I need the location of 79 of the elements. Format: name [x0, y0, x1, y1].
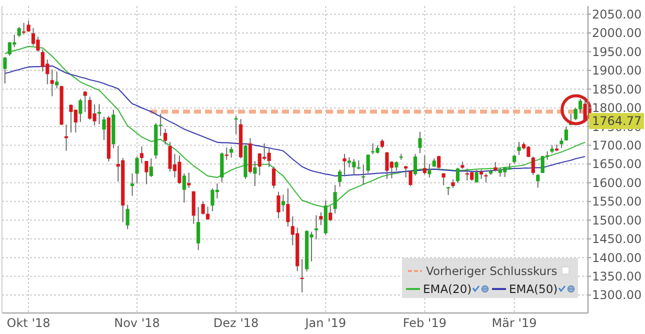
- candlestick: [319, 212, 323, 226]
- candlestick: [224, 147, 228, 160]
- candlestick: [3, 56, 7, 84]
- candlestick: [428, 163, 432, 178]
- candlestick: [26, 20, 30, 32]
- candlestick: [182, 172, 186, 204]
- candlestick: [149, 158, 153, 178]
- candlestick: [135, 156, 139, 184]
- x-tick-label: Jan '19: [304, 316, 346, 330]
- y-tick-label: 1500.00: [592, 213, 642, 228]
- candlestick: [276, 191, 280, 219]
- candlestick: [418, 131, 422, 154]
- y-tick-label: 1350.00: [592, 270, 642, 284]
- y-tick-label: 1800.00: [592, 101, 642, 116]
- candlestick: [164, 128, 168, 146]
- x-tick-label: Okt '18: [6, 316, 50, 330]
- candlestick: [234, 116, 238, 135]
- candlestick: [272, 166, 276, 189]
- x-tick-label: Feb '19: [402, 316, 447, 330]
- text: 1764.77: [592, 114, 642, 128]
- x-tick-label: Mär '19: [492, 316, 537, 330]
- candlestick: [394, 160, 398, 172]
- candlestick: [494, 162, 498, 172]
- candlestick: [130, 172, 134, 196]
- y-tick-label: 1400.00: [592, 250, 642, 265]
- candlestick: [78, 98, 82, 123]
- candlestick: [564, 126, 568, 141]
- candlestick: [366, 154, 370, 174]
- candlestick: [442, 172, 446, 186]
- candlestick: [328, 205, 332, 222]
- candlestick: [536, 174, 540, 188]
- y-tick-label: 1300.00: [592, 288, 642, 302]
- candlestick: [196, 206, 200, 251]
- candlestick: [560, 138, 564, 148]
- y-tick-label: 1550.00: [592, 194, 642, 209]
- candlestick: [286, 188, 290, 228]
- candlestick: [314, 214, 318, 240]
- legend-label: EMA(20): [423, 282, 472, 296]
- candlestick: [83, 90, 87, 112]
- candlestick: [456, 167, 460, 184]
- y-tick-label: 1600.00: [592, 176, 642, 190]
- candlestick: [55, 71, 59, 89]
- candlestick: [281, 194, 286, 212]
- y-tick-label: 1450.00: [592, 232, 642, 246]
- candlestick: [187, 172, 191, 188]
- y-tick-label: 1900.00: [592, 64, 642, 78]
- y-tick-label: 1650.00: [592, 157, 642, 172]
- x-tick-label: Dez '18: [213, 316, 259, 330]
- candlestick: [437, 155, 441, 171]
- candlestick: [253, 160, 257, 187]
- candlestick: [333, 184, 337, 214]
- y-tick-label: 1700.00: [592, 138, 642, 152]
- candlestick: [479, 169, 484, 180]
- candlestick: [230, 146, 234, 158]
- candlestick: [97, 104, 102, 125]
- candlestick: [474, 169, 478, 183]
- candlestick: [50, 69, 54, 97]
- candlestick: [338, 169, 342, 188]
- candlestick: [126, 204, 130, 230]
- legend-label: EMA(50): [509, 282, 558, 296]
- legend-label: Vorheriger Schlusskurs: [426, 264, 558, 278]
- candlestick: [422, 154, 426, 175]
- x-tick-label: Nov '18: [114, 316, 160, 330]
- candlestick: [140, 146, 144, 164]
- candlestick: [201, 200, 205, 216]
- y-tick-label: 2050.00: [592, 7, 642, 22]
- candlestick: [342, 153, 346, 177]
- y-tick-label: 1950.00: [592, 44, 642, 59]
- candlestick: [220, 152, 224, 183]
- candlestick: [517, 141, 521, 156]
- candlestick: [102, 116, 106, 141]
- candlestick: [206, 206, 210, 220]
- candlestick: [408, 170, 412, 187]
- candlestick: [413, 153, 418, 176]
- y-tick-label: 2000.00: [592, 26, 642, 40]
- candlestick: [144, 160, 148, 185]
- y-tick-label: 1850.00: [592, 82, 642, 96]
- candlestick: [531, 156, 535, 176]
- candlestick: [17, 26, 21, 38]
